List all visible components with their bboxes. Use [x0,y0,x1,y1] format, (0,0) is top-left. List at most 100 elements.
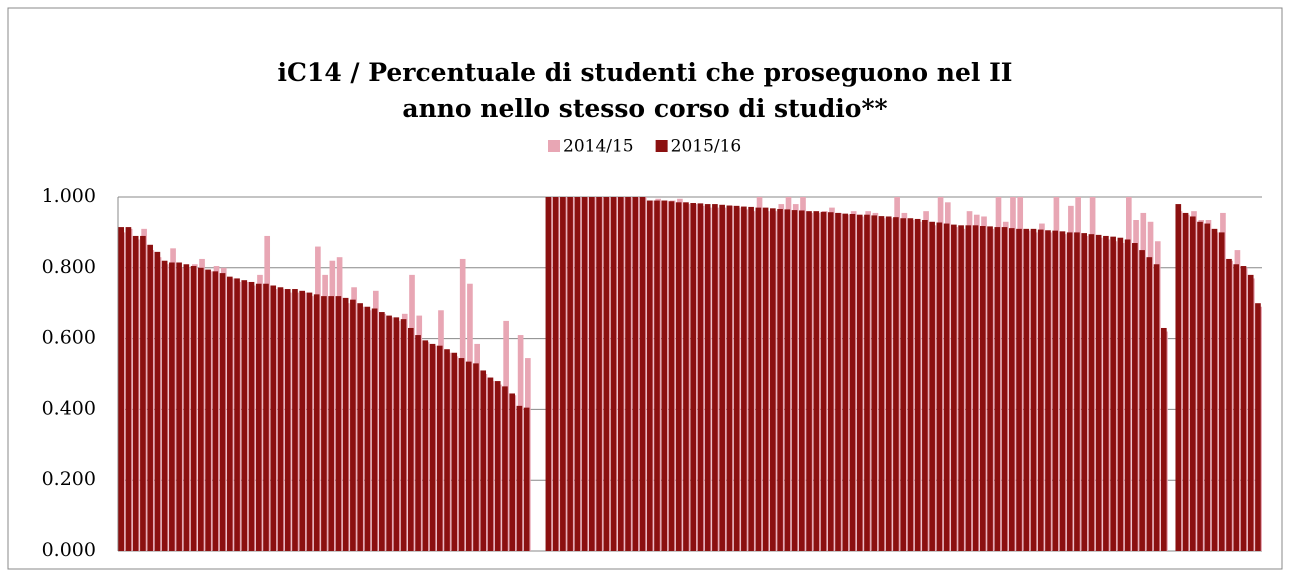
bar [1030,228,1037,552]
bar [596,197,602,551]
bar [683,202,689,551]
bar [1197,221,1203,551]
bar [248,281,255,551]
y-tick-label: 1.000 [42,185,96,207]
bar [1240,266,1247,551]
bar [552,197,559,551]
y-tick-label: 0.000 [42,539,96,561]
bar [856,214,863,551]
bar [639,197,646,551]
bar [733,205,740,551]
bar [581,197,588,551]
bar [1182,212,1189,551]
bar [958,225,964,551]
bar [277,287,284,551]
bar [1103,235,1109,551]
bar [1146,257,1153,551]
bar [646,200,653,552]
bar [219,273,226,551]
bar [574,197,581,551]
bar [806,211,812,551]
bar [451,352,458,551]
bar [1023,228,1030,552]
bar [132,235,139,551]
bar [306,292,313,551]
bar [1175,204,1182,551]
bar [951,224,957,551]
bar [878,216,885,551]
bar [1132,243,1138,551]
bar [386,315,392,551]
bar [1218,232,1225,551]
bar [907,218,914,552]
bar [755,207,762,551]
bar [835,212,841,551]
bar [436,345,443,551]
y-tick-label: 0.400 [42,397,96,419]
bar [922,220,928,551]
bar [357,303,363,551]
bar [820,211,827,552]
bar [900,218,906,552]
bar [1110,236,1116,551]
bar [502,386,508,551]
bar [979,226,986,551]
bar [350,299,356,551]
bar [943,223,950,552]
legend-swatch [655,140,668,152]
bar [1247,274,1254,551]
bar [668,201,675,552]
bar [379,312,385,551]
bar [871,215,878,551]
bar [255,283,262,551]
bar [762,207,769,551]
bar [234,278,240,551]
bar [1095,234,1102,552]
bar [864,214,870,551]
bar [1160,327,1167,551]
bar [914,218,921,551]
bar [1001,227,1008,551]
chart-border [7,7,1283,570]
bar [1139,250,1145,551]
bar [480,370,487,551]
bar [748,206,754,552]
bar [560,197,566,551]
bar [697,203,704,551]
bar [1052,230,1059,551]
bar [313,294,320,551]
bar [1124,239,1131,552]
bar [827,212,834,552]
bar [610,197,617,551]
bar [161,260,168,551]
bar [335,296,342,551]
bar [516,405,523,551]
bar [704,204,711,551]
bar [1008,228,1015,552]
bar [321,296,327,551]
bar [176,262,182,551]
bar [741,206,747,552]
bar [494,381,501,551]
bar [270,285,277,551]
bar [212,271,219,551]
bar [712,204,718,551]
bar [784,209,791,551]
bar [473,363,479,551]
bar [198,267,204,551]
bar [523,407,530,551]
bar [770,208,776,551]
bar [1153,264,1160,551]
bar [1204,223,1211,552]
legend-label: 2015/16 [671,137,742,157]
bar [994,227,1001,551]
y-tick-label: 0.600 [42,327,96,349]
bar [183,264,190,551]
bar [328,296,334,551]
bar [545,197,552,551]
bar [169,262,175,551]
bar [342,297,349,551]
bar [972,225,979,551]
